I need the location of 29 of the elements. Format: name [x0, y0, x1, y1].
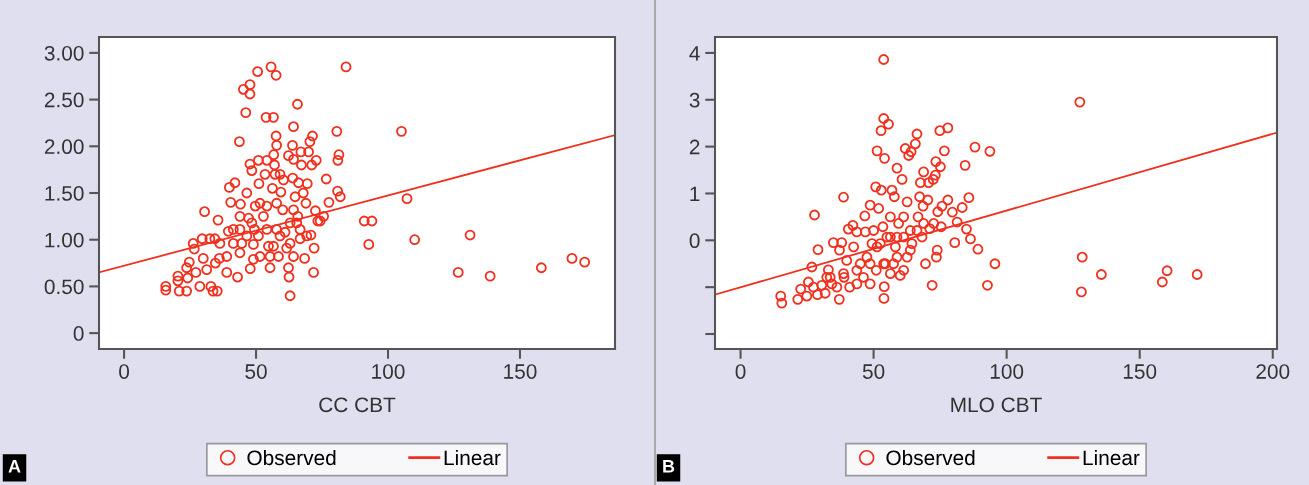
legend-label: Observed [247, 449, 336, 466]
legend-label: Linear [444, 449, 501, 466]
legend-label: Observed [886, 449, 975, 466]
y-tick-label: 0 [73, 326, 84, 341]
x-axis-title: MLO CBT [951, 397, 1042, 413]
y-tick-label: 4 [689, 46, 700, 61]
x-tick-label: 100 [372, 364, 405, 379]
x-tick-label: 50 [245, 364, 267, 379]
y-tick-label: 0 [689, 233, 700, 249]
y-tick-label: 2 [689, 139, 700, 155]
text: A [8, 460, 21, 473]
y-tick-label: 3.00 [44, 45, 84, 61]
y-tick-label: 3 [689, 92, 700, 108]
text: B [663, 460, 675, 473]
x-tick-label: 150 [504, 364, 537, 379]
y-tick-label: 2.00 [44, 139, 84, 155]
x-tick-label: 100 [990, 364, 1024, 379]
x-tick-label: 0 [119, 364, 130, 379]
y-tick-label: 1 [690, 186, 700, 202]
x-axis-title: CC CBT [319, 397, 396, 413]
x-tick-label: 200 [1256, 364, 1290, 379]
x-tick-label: 50 [862, 364, 885, 379]
y-tick-label: 2.50 [44, 92, 84, 108]
y-tick-label: 1.50 [45, 186, 84, 201]
x-tick-label: 0 [735, 364, 746, 379]
legend-label: Linear [1083, 449, 1140, 466]
y-tick-label: 0.50 [44, 279, 84, 295]
y-tick-label: 1.00 [45, 232, 84, 248]
x-tick-label: 150 [1123, 364, 1157, 379]
